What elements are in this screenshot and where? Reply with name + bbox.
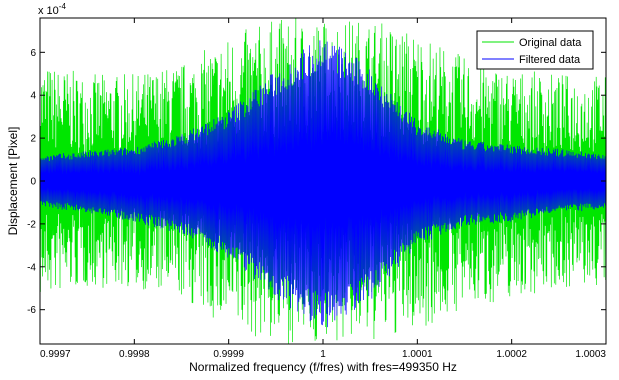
y-tick-label: -6 — [27, 305, 36, 316]
plot-series — [40, 18, 606, 344]
y-multiplier-exponent: -4 — [59, 2, 67, 11]
y-tick-label: -4 — [27, 262, 36, 273]
x-tick-label: 1 — [320, 349, 326, 360]
legend-label-original: Original data — [519, 37, 582, 49]
x-tick-label: 0.9997 — [40, 349, 71, 360]
x-tick-label: 1.0002 — [496, 349, 527, 360]
legend-box — [476, 30, 594, 70]
y-tick-label: -2 — [27, 219, 36, 230]
x-axis-label: Normalized frequency (f/fres) with fres=… — [189, 360, 457, 374]
x-tick-label: 1.0003 — [575, 349, 606, 360]
legend-label-filtered: Filtered data — [519, 54, 581, 66]
y-multiplier-base: x 10 — [38, 5, 59, 17]
y-tick-label: 6 — [30, 48, 36, 59]
y-axis-label: Displacement [Pixel] — [6, 127, 20, 236]
legend: Original data Filtered data — [476, 30, 594, 70]
axis-ticks: 0.9997 0.9998 0.9999 1 1.0001 1.0002 1.0003 -6 -… — [27, 18, 607, 360]
x-tick-label: 1.0001 — [402, 349, 433, 360]
x-tick-label: 0.9999 — [213, 349, 244, 360]
y-tick-label: 4 — [30, 91, 36, 102]
x-tick-label: 0.9998 — [119, 349, 150, 360]
y-multiplier: x 10-4 — [38, 2, 66, 17]
y-tick-label: 0 — [30, 177, 36, 188]
series-filtered-data — [40, 40, 606, 328]
y-tick-label: 2 — [30, 134, 36, 145]
